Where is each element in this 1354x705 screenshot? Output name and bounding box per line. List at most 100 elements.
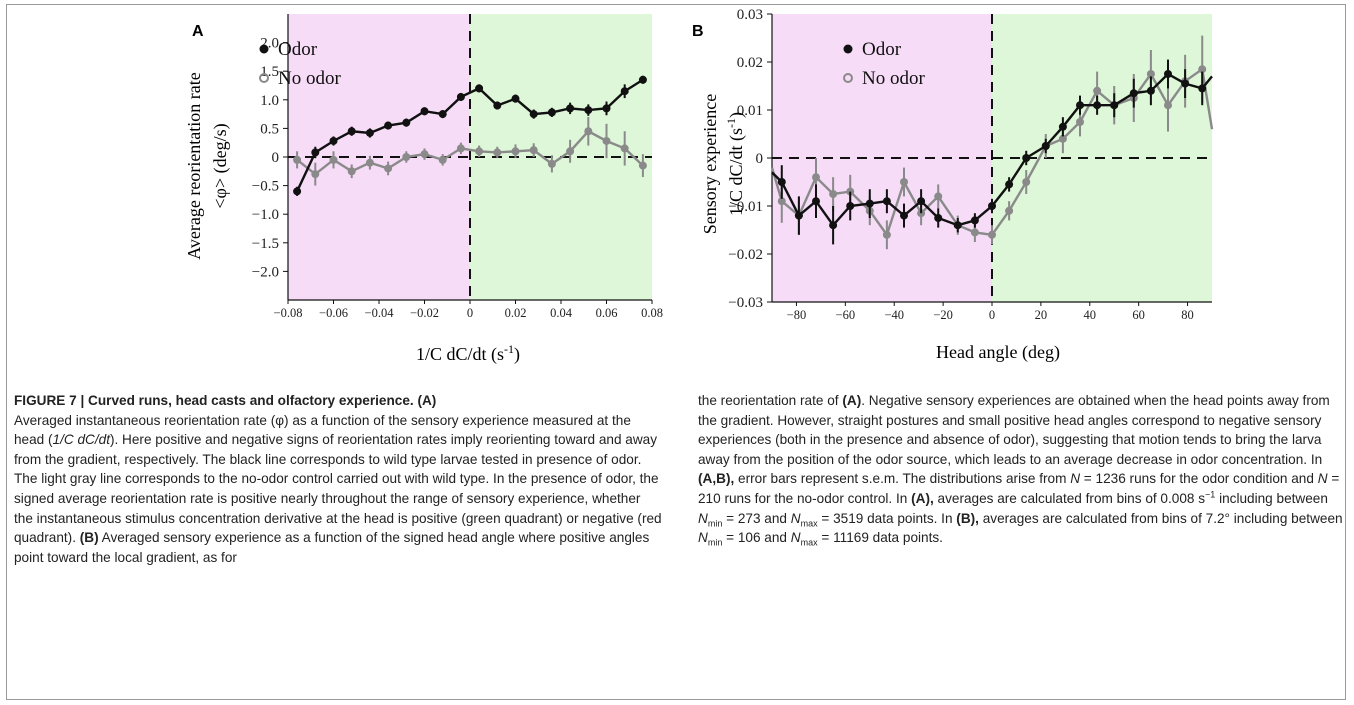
y-tick-label: 0.02 — [737, 55, 763, 71]
x-tick-label: −40 — [884, 308, 904, 322]
series-odor — [771, 59, 1213, 245]
y-axis-title-line2: 1/C dC/dt (s-1) — [724, 112, 747, 216]
x-tick-label: −0.04 — [365, 306, 395, 320]
y-tick-label: 0.5 — [260, 121, 279, 137]
y-tick-label: −0.5 — [252, 179, 279, 195]
data-point — [420, 150, 429, 159]
data-point — [311, 170, 320, 179]
data-point — [988, 202, 996, 210]
x-tick-label: −60 — [836, 308, 856, 322]
plot-area — [770, 35, 1214, 250]
data-point — [794, 211, 803, 220]
data-point — [402, 153, 411, 161]
legend-odor-marker — [843, 44, 853, 54]
data-point — [1146, 86, 1155, 95]
legend-no-odor-label: No odor — [862, 68, 925, 89]
data-point — [475, 84, 484, 93]
x-tick-label: 40 — [1084, 308, 1097, 322]
y-tick-label: 1.0 — [260, 93, 279, 109]
y-tick-label: −2.0 — [252, 264, 279, 280]
data-point — [365, 158, 374, 167]
data-point — [547, 159, 556, 168]
data-point — [1076, 118, 1084, 126]
data-point — [970, 228, 979, 237]
y-tick-label: 0 — [756, 151, 764, 167]
data-point — [420, 107, 429, 116]
data-point — [329, 155, 338, 164]
x-tick-label: −80 — [787, 308, 807, 322]
y-tick-label: 0.03 — [737, 7, 763, 23]
data-point — [829, 190, 838, 198]
y-axis-title-a-units: <φ> (deg/s) — [210, 123, 231, 208]
data-point — [493, 148, 502, 157]
panel-label: A — [192, 23, 204, 40]
data-point — [1022, 154, 1031, 162]
panel-label: B — [692, 23, 704, 40]
data-point — [638, 161, 647, 170]
data-point — [882, 230, 891, 239]
x-tick-label: −0.06 — [319, 306, 348, 320]
data-point — [900, 178, 908, 186]
data-point — [402, 118, 411, 127]
data-point — [511, 147, 520, 156]
data-point — [347, 167, 356, 176]
legend-odor-label: Odor — [862, 39, 902, 60]
data-point — [1164, 70, 1172, 78]
data-point — [1198, 65, 1207, 74]
data-point — [1041, 142, 1050, 150]
y-tick-label: 1.5 — [260, 64, 279, 80]
series-odor — [293, 75, 647, 196]
data-point — [1005, 206, 1014, 215]
x-tick-label: −20 — [933, 308, 953, 322]
data-point — [917, 197, 926, 206]
panel-a: 2.0 1.5 1.0 0.5 0 −0.5 −1.0 −1.5 −2.0 −0.08 −0.06−… — [180, 0, 690, 380]
data-point — [638, 75, 647, 84]
caption-right-column: the reorientation rate of (A). Negative … — [698, 391, 1343, 548]
data-point — [293, 187, 302, 196]
data-point — [1181, 79, 1190, 88]
data-point — [1110, 101, 1119, 110]
caption-left-column: FIGURE 7 | Curved runs, head casts and o… — [14, 391, 662, 567]
data-point — [620, 87, 629, 96]
data-point — [829, 221, 838, 230]
data-point — [566, 147, 575, 156]
data-point — [602, 136, 611, 145]
y-axis-title-line2: <φ> (deg/s) — [210, 123, 231, 208]
y-tick-label: −0.02 — [728, 247, 763, 263]
data-point — [438, 110, 447, 119]
x-tick-label: 0.02 — [505, 306, 527, 320]
data-point — [1058, 122, 1067, 131]
data-point — [865, 199, 874, 208]
data-point — [1129, 89, 1138, 98]
data-point — [1005, 180, 1014, 189]
legend-no-odor-label: No odor — [278, 68, 341, 89]
data-point — [438, 155, 447, 164]
data-point — [293, 155, 302, 164]
data-point — [1093, 86, 1102, 95]
data-point — [846, 202, 855, 210]
data-point — [475, 147, 484, 156]
legend-odor-marker — [259, 44, 269, 54]
y-axis-title-b-units: 1/C dC/dt (s-1) — [724, 112, 747, 216]
figure-frame — [6, 4, 1346, 700]
data-point — [384, 121, 393, 130]
data-point — [329, 136, 338, 145]
x-tick-label: 0.06 — [596, 306, 618, 320]
data-point — [584, 106, 593, 115]
legend-no-odor-marker — [259, 73, 269, 83]
y-axis-title-line1: Average reorientation rate — [184, 72, 204, 260]
data-point — [620, 144, 629, 153]
x-tick-label: 80 — [1181, 308, 1194, 322]
data-point — [347, 127, 356, 136]
legend-no-odor-marker — [843, 73, 853, 83]
caption-text-left: FIGURE 7 | Curved runs, head casts and o… — [14, 393, 662, 565]
y-axis-title-b: Sensory experience — [700, 94, 720, 234]
data-point — [988, 230, 996, 239]
y-tick-label: −0.01 — [728, 199, 763, 215]
data-point — [812, 173, 820, 182]
x-tick-label: 20 — [1035, 308, 1048, 322]
data-point — [602, 104, 611, 113]
x-tick-label: 0.04 — [550, 306, 573, 320]
legend: Odor No odor — [259, 39, 341, 89]
data-point — [384, 164, 393, 173]
